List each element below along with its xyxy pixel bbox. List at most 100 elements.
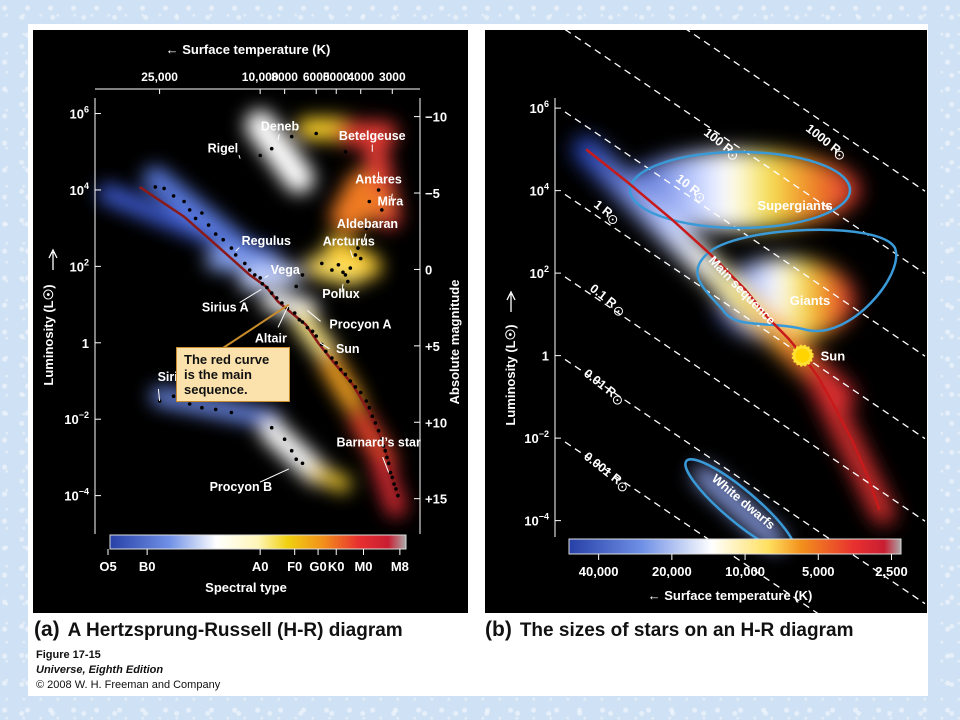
top-tick-label-5: 4000	[347, 70, 374, 84]
star-leader-0	[238, 154, 241, 159]
star-dot-20	[280, 301, 284, 305]
radius-label-5: 0.01 R	[581, 366, 619, 400]
radius-sun-symbol-0-ring	[834, 150, 844, 160]
star-leader-13	[319, 342, 330, 350]
b-bottom-tick-label-0: 40,000	[579, 564, 619, 579]
star-dot-69	[376, 188, 381, 192]
star-leader-11	[307, 310, 321, 322]
caption-a-letter: (a)	[34, 618, 60, 641]
slide: ← Surface temperature (K) 25,000 10,000 800…	[28, 24, 928, 696]
book-title: Universe, Eighth Edition	[36, 664, 164, 676]
radius-line-3	[564, 193, 926, 440]
star-dot-35	[353, 385, 358, 389]
radius-sun-symbol-6-dot	[621, 485, 624, 488]
color-band-9	[245, 110, 315, 194]
star-dot-17	[265, 285, 269, 290]
color-band-1	[143, 166, 253, 261]
star-dot-33	[343, 372, 348, 377]
star-leader-16	[382, 456, 390, 473]
star-dot-13	[247, 268, 252, 272]
spectral-label-3: F0	[287, 559, 302, 574]
star-dot-42	[380, 437, 384, 442]
b-bottom-tick-label-3: 5,000	[802, 564, 835, 579]
left-tick-label-1: 104	[70, 181, 89, 198]
top-axis-title: ← Surface temperature (K)	[166, 42, 331, 57]
star-dot-74	[157, 399, 162, 403]
star-dot-78	[213, 407, 218, 412]
star-dot-9	[221, 237, 225, 242]
star-leader-8	[390, 193, 393, 201]
giants-label: Giants	[790, 293, 830, 308]
radius-line-4	[564, 276, 926, 522]
star-dot-22	[292, 311, 297, 315]
star-dot-34	[348, 379, 353, 383]
star-dot-56	[314, 131, 319, 136]
star-leader-4	[235, 247, 240, 252]
star-dot-66	[346, 279, 350, 284]
star-dot-55	[289, 134, 294, 139]
star-dot-75	[171, 394, 176, 399]
star-label-3: Antares	[355, 173, 402, 187]
star-dot-79	[229, 410, 234, 415]
radius-sun-symbol-3	[608, 215, 618, 225]
right-tick-label-1: −5	[425, 186, 440, 201]
supergiants-label: Supergiants	[757, 198, 832, 213]
radius-sun-symbol-4-dot	[617, 310, 620, 313]
left-tick-label-4: 10−2	[64, 410, 89, 427]
star-dot-27	[314, 334, 319, 338]
star-dot-7	[206, 223, 211, 227]
star-dot-84	[300, 461, 305, 466]
star-leader-9	[341, 283, 344, 293]
star-dot-32	[338, 367, 343, 372]
color-band-16	[330, 170, 374, 230]
top-tick-label-1: 10,000	[242, 70, 279, 84]
star-leader-6	[349, 250, 354, 258]
caption-b-text: The sizes of stars on an H-R diagram	[519, 620, 854, 641]
star-label-13: Sun	[336, 342, 360, 356]
star-label-10: Sirius A	[202, 300, 249, 314]
note-pointer	[222, 303, 290, 349]
star-dot-64	[341, 270, 345, 275]
star-dot-77	[200, 405, 204, 410]
star-dot-6	[193, 216, 198, 221]
top-tick-label-6: 3000	[379, 70, 406, 84]
radius-label-3: 1 R	[591, 197, 615, 220]
star-dot-44	[383, 448, 388, 453]
star-dot-12	[243, 261, 247, 266]
star-dots	[153, 131, 400, 498]
star-dot-71	[294, 284, 299, 289]
right-tick-label-0: −10	[425, 110, 447, 125]
star-dot-63	[336, 263, 341, 267]
supergiants-outline	[628, 150, 852, 230]
star-dot-49	[392, 482, 396, 486]
star-dot-25	[305, 325, 310, 330]
star-leader-1	[277, 134, 280, 141]
sun-label: Sun	[821, 349, 846, 364]
b-left-tick-label-1: 104	[530, 182, 549, 199]
radius-lines	[564, 30, 926, 613]
giants-outline	[696, 228, 898, 333]
star-dot-10	[229, 246, 234, 250]
b-left-tick-label-5: 10−4	[524, 512, 549, 529]
star-label-15: Procyon B	[210, 480, 273, 494]
right-tick-label-2: 0	[425, 262, 432, 277]
star-label-9: Pollux	[322, 287, 360, 301]
top-tick-label-0: 25,000	[141, 70, 178, 84]
star-label-0: Rigel	[208, 142, 239, 156]
b-bottom-axis-title: ← Surface temperature (K)	[648, 588, 813, 603]
radius-sun-symbol-4	[613, 306, 623, 316]
star-dot-68	[367, 199, 372, 204]
color-band-19	[308, 464, 352, 493]
b-left-axis-title: Luminosity (L☉)	[503, 324, 518, 425]
star-dot-40	[373, 421, 378, 425]
star-dot-60	[348, 266, 353, 270]
star-dot-26	[310, 329, 315, 334]
main-sequence-note: The red curve is the main sequence.	[176, 347, 290, 402]
radius-sun-symbol-0-dot	[838, 154, 841, 157]
caption-b: (b) The sizes of stars on an H-R diagram	[485, 618, 853, 642]
star-dot-4	[187, 208, 192, 212]
caption-b-letter: (b)	[485, 618, 512, 641]
star-dot-24	[300, 320, 305, 324]
